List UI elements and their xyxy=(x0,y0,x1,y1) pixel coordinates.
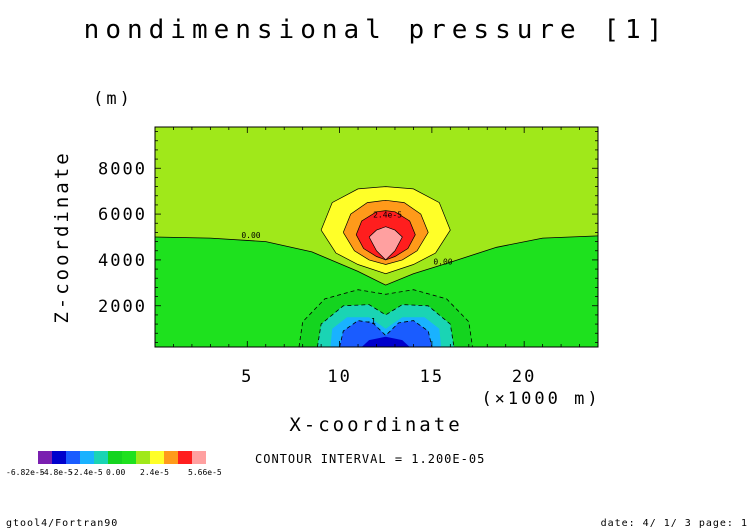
contour-line-zero xyxy=(154,235,599,286)
colorbar-label: 2.4e-5 xyxy=(140,468,169,477)
contour-line-positive xyxy=(355,210,416,261)
colorbar-swatch xyxy=(192,451,206,464)
footer-right: date: 4/ 1/ 3 page: 1 xyxy=(601,518,748,529)
negative-region-level-5 xyxy=(361,336,410,347)
colorbar-label: 5.66e-5 xyxy=(188,468,222,477)
colorbar-swatch xyxy=(80,451,94,464)
y-axis-label: Z-coordinate xyxy=(51,150,73,323)
y-axis-unit: (m) xyxy=(93,89,133,109)
contour-line-positive xyxy=(368,226,403,261)
x-tick-label: 20 xyxy=(512,367,536,387)
plot-area xyxy=(155,127,598,347)
colorbar-label: -6.82e-5 xyxy=(6,468,45,477)
y-tick-label: 6000 xyxy=(98,205,147,225)
contour-interval-text: CONTOUR INTERVAL = 1.200E-05 xyxy=(255,452,485,466)
contour-line-positive xyxy=(320,186,451,275)
contour-lines xyxy=(154,186,599,348)
x-tick-label: 10 xyxy=(327,367,351,387)
contour-line-negative xyxy=(339,320,433,348)
colorbar-swatch xyxy=(94,451,108,464)
chart-title: nondimensional pressure [1] xyxy=(84,15,669,45)
y-tick-label: 8000 xyxy=(98,159,147,179)
colorbar-label: -4.8e-5 xyxy=(39,468,73,477)
x-axis-unit: (×1000 m) xyxy=(481,389,600,409)
contour-label: 0.00 xyxy=(241,231,260,240)
colorbar-swatch xyxy=(122,451,136,464)
axes: 5 10 15 20 2000 4000 6000 8000 xyxy=(98,126,599,387)
colorbar-label: -2.4e-5 xyxy=(69,468,103,477)
field-region-negative xyxy=(155,235,598,347)
x-axis-label: X-coordinate xyxy=(289,414,462,436)
contour-labels: 0.00 0.00 2.4e-5 -1 xyxy=(241,211,452,327)
contour-line-positive xyxy=(342,199,429,265)
contour-line-negative xyxy=(298,289,473,348)
colorbar-label: 0.00 xyxy=(106,468,125,477)
negative-region-level-4 xyxy=(339,320,432,347)
colorbar: -6.82e-5-4.8e-5-2.4e-5 0.00 2.4e-5 5.66e-5 xyxy=(6,451,222,477)
colorbar-swatch xyxy=(150,451,164,464)
colorbar-swatch xyxy=(164,451,178,464)
colorbar-swatch xyxy=(52,451,66,464)
x-tick-label: 5 xyxy=(241,367,253,387)
colorbar-swatch xyxy=(108,451,122,464)
colorbar-swatch xyxy=(66,451,80,464)
contour-line-negative xyxy=(317,304,455,348)
colorbar-swatch xyxy=(178,451,192,464)
y-tick-label: 4000 xyxy=(98,251,147,271)
colorbar-swatch xyxy=(38,451,52,464)
contour-label: 0.00 xyxy=(433,258,452,267)
footer-left: gtool4/Fortran90 xyxy=(6,518,118,529)
colorbar-swatch xyxy=(136,451,150,464)
x-tick-label: 15 xyxy=(420,367,444,387)
contour-label: -1 xyxy=(366,317,376,326)
y-tick-label: 2000 xyxy=(98,297,147,317)
contour-label: 2.4e-5 xyxy=(373,211,402,220)
